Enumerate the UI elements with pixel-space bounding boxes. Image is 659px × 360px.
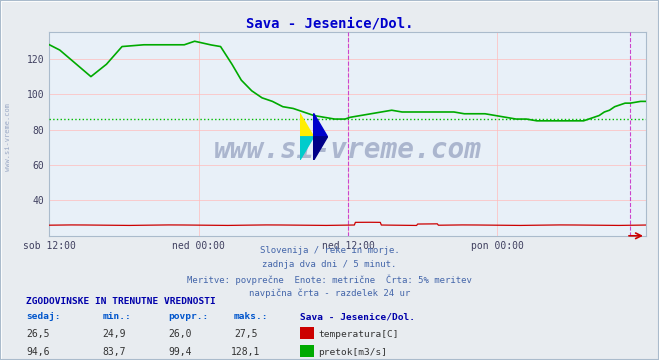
Polygon shape	[300, 137, 314, 160]
Text: 24,9: 24,9	[102, 329, 126, 339]
Text: sedaj:: sedaj:	[26, 312, 61, 321]
Text: 99,4: 99,4	[168, 347, 192, 357]
Polygon shape	[314, 113, 328, 137]
Text: 83,7: 83,7	[102, 347, 126, 357]
Text: zadnja dva dni / 5 minut.: zadnja dva dni / 5 minut.	[262, 260, 397, 269]
Text: 26,5: 26,5	[26, 329, 50, 339]
Polygon shape	[300, 113, 314, 137]
Text: www.si-vreme.com: www.si-vreme.com	[5, 103, 11, 171]
Text: Meritve: povprečne  Enote: metrične  Črta: 5% meritev: Meritve: povprečne Enote: metrične Črta:…	[187, 274, 472, 285]
Text: Slovenija / reke in morje.: Slovenija / reke in morje.	[260, 246, 399, 255]
Text: pretok[m3/s]: pretok[m3/s]	[318, 348, 387, 357]
Text: 128,1: 128,1	[231, 347, 260, 357]
Text: Sava - Jesenice/Dol.: Sava - Jesenice/Dol.	[246, 16, 413, 30]
Text: Sava - Jesenice/Dol.: Sava - Jesenice/Dol.	[300, 312, 415, 321]
Text: 94,6: 94,6	[26, 347, 50, 357]
Text: 27,5: 27,5	[234, 329, 258, 339]
Text: min.:: min.:	[102, 312, 131, 321]
Text: navpična črta - razdelek 24 ur: navpična črta - razdelek 24 ur	[249, 289, 410, 298]
Polygon shape	[314, 137, 328, 160]
Text: www.si-vreme.com: www.si-vreme.com	[214, 136, 482, 165]
Text: temperatura[C]: temperatura[C]	[318, 330, 399, 339]
Text: maks.:: maks.:	[234, 312, 268, 321]
Text: ZGODOVINSKE IN TRENUTNE VREDNOSTI: ZGODOVINSKE IN TRENUTNE VREDNOSTI	[26, 297, 216, 306]
Text: 26,0: 26,0	[168, 329, 192, 339]
Text: povpr.:: povpr.:	[168, 312, 208, 321]
